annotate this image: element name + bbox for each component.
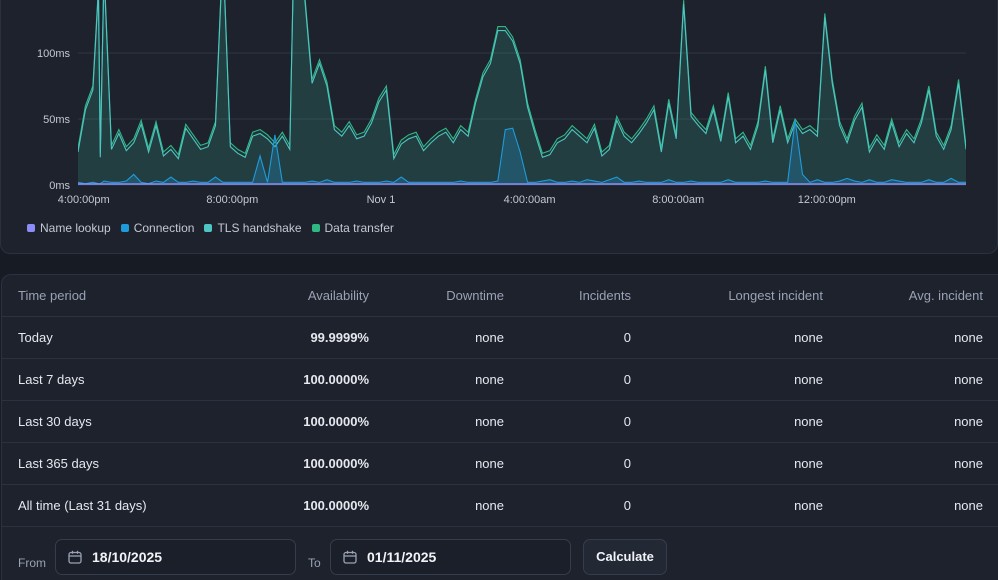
column-header-incidents: Incidents [578,288,631,303]
cell-incidents: 0 [623,330,631,345]
response-time-chart-svg[interactable]: 0ms 50ms 100ms 4:00:00pm 8:00:00pm Nov 1 4:00:… [1,0,998,212]
table-row: Last 365 days 100.0000% none 0 none none [2,443,998,485]
legend-label-tls-handshake: TLS handshake [217,221,302,235]
cell-availability: 100.0000% [303,498,369,513]
legend-label-name-lookup: Name lookup [40,221,111,235]
cell-avg-incident: none [954,456,983,471]
x-tick-label: 8:00:00am [652,194,704,206]
column-header-time-period: Time period [18,288,87,303]
response-time-chart: 0ms 50ms 100ms 4:00:00pm 8:00:00pm Nov 1 4:00:… [0,0,998,254]
cell-longest-incident: none [794,456,823,471]
legend-label-data-transfer: Data transfer [324,221,394,235]
table-row: Today 99.9999% none 0 none none [2,317,998,359]
calendar-icon [343,550,357,564]
cell-availability: 100.0000% [303,414,369,429]
cell-incidents: 0 [623,498,631,513]
cell-time-period: Last 30 days [18,414,92,429]
cell-avg-incident: none [954,414,983,429]
table-row: All time (Last 31 days) 100.0000% none 0… [2,485,998,527]
to-date-input[interactable]: 01/11/2025 [330,539,571,575]
cell-downtime: none [475,372,504,387]
cell-avg-incident: none [954,498,983,513]
calculate-button[interactable]: Calculate [583,539,667,575]
cell-downtime: none [475,414,504,429]
cell-availability: 99.9999% [310,330,369,345]
series-line-connection [78,120,966,185]
series-area-tls-handshake [78,0,966,185]
x-tick-label: 12:00:00pm [798,194,856,206]
from-label: From [18,556,46,570]
availability-table: Time period Availability Downtime Incide… [1,274,998,580]
to-label: To [308,556,321,570]
x-tick-label: 8:00:00pm [206,194,258,206]
cell-longest-incident: none [794,414,823,429]
table-header-row: Time period Availability Downtime Incide… [2,275,998,317]
date-range-form: From 18/10/2025 To 01/11/2025 Calculate [2,539,998,580]
legend-item-connection[interactable]: Connection [120,221,195,235]
legend-item-name-lookup[interactable]: Name lookup [27,221,111,235]
legend-swatch-connection [120,224,129,232]
series-area-connection [78,120,966,185]
from-date-input[interactable]: 18/10/2025 [55,539,296,575]
cell-time-period: All time (Last 31 days) [18,498,147,513]
cell-incidents: 0 [623,372,631,387]
y-tick-label: 50ms [43,114,70,126]
cell-avg-incident: none [954,330,983,345]
cell-longest-incident: none [794,330,823,345]
y-tick-label: 0ms [49,180,70,192]
cell-longest-incident: none [794,498,823,513]
column-header-availability: Availability [307,288,369,303]
column-header-avg-incident: Avg. incident [908,288,983,303]
series-line-tls-handshake [78,0,966,161]
to-date-value: 01/11/2025 [367,549,437,565]
from-date-value: 18/10/2025 [92,549,163,565]
table-row: Last 7 days 100.0000% none 0 none none [2,359,998,401]
cell-longest-incident: none [794,372,823,387]
cell-time-period: Last 365 days [18,456,99,471]
column-header-downtime: Downtime [446,288,504,303]
legend-swatch-data-transfer [311,224,320,232]
cell-downtime: none [475,456,504,471]
cell-downtime: none [475,330,504,345]
cell-incidents: 0 [623,456,631,471]
x-tick-label: 4:00:00am [504,194,556,206]
legend-swatch-tls-handshake [204,224,213,232]
legend-label-connection: Connection [133,221,195,235]
calendar-icon [68,550,82,564]
legend-item-tls-handshake[interactable]: TLS handshake [204,221,302,235]
cell-availability: 100.0000% [303,372,369,387]
x-tick-label: 4:00:00pm [58,194,110,206]
cell-availability: 100.0000% [303,456,369,471]
column-header-longest-incident: Longest incident [728,288,823,303]
cell-downtime: none [475,498,504,513]
y-tick-label: 100ms [37,48,71,60]
legend-item-data-transfer[interactable]: Data transfer [311,221,394,235]
chart-legend: Name lookup Connection TLS handshake Dat… [27,221,394,235]
table-row: Last 30 days 100.0000% none 0 none none [2,401,998,443]
cell-avg-incident: none [954,372,983,387]
x-tick-label: Nov 1 [367,194,396,206]
cell-time-period: Today [18,330,53,345]
cell-incidents: 0 [623,414,631,429]
cell-time-period: Last 7 days [18,372,85,387]
legend-swatch-name-lookup [27,224,35,232]
